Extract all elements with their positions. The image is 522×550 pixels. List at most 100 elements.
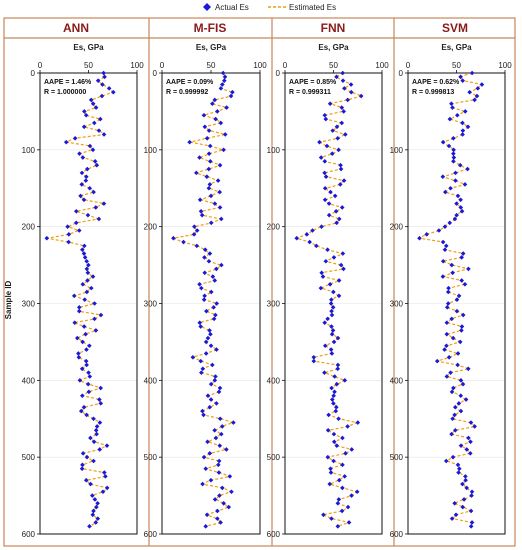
actual-point [340,435,345,441]
actual-point [458,393,464,398]
actual-point [454,201,459,206]
actual-point [460,481,465,487]
x-tick-label: 100 [253,61,267,70]
annotation-aape: AAPE = 1.46% [44,79,92,86]
actual-point [208,381,214,387]
actual-point [203,339,209,345]
actual-point [318,285,324,291]
actual-point [314,243,319,249]
actual-point [451,136,456,141]
actual-point [329,397,335,402]
actual-point [199,212,205,218]
x-axis-label: Es, GPa [318,43,349,52]
actual-point [325,316,330,322]
actual-point [460,78,465,83]
actual-point [462,281,468,287]
actual-point [451,151,456,156]
actual-point [455,462,461,468]
actual-point [455,362,460,368]
actual-point [79,182,85,187]
actual-point [460,504,466,510]
actual-point [94,504,99,510]
x-tick-label: 100 [130,61,144,70]
series-estimated-line [47,72,114,527]
actual-point [322,370,327,375]
actual-point [442,247,448,253]
y-tick-label: 500 [144,453,158,462]
actual-point [206,128,212,133]
actual-point [221,500,226,506]
actual-point [201,297,207,302]
actual-point [452,404,458,410]
actual-point [206,151,212,156]
actual-point [336,416,341,422]
actual-point [84,362,89,368]
actual-point [102,470,107,475]
actual-point [95,516,101,521]
actual-point [465,166,470,172]
actual-point [459,209,465,214]
x-axis-label: Es, GPa [73,43,104,52]
actual-point [197,281,202,287]
actual-point [458,197,463,203]
actual-point [455,112,460,118]
actual-point [450,454,456,460]
y-tick-label: 400 [22,376,36,385]
actual-point [101,70,106,76]
actual-point [331,393,336,398]
actual-point [340,78,346,83]
x-tick-label: 0 [283,61,288,70]
actual-point [475,86,481,91]
y-tick-label: 500 [390,453,404,462]
actual-point [80,462,85,468]
actual-point [342,474,347,479]
actual-point [98,401,104,406]
actual-point [75,335,80,341]
actual-point [454,212,459,218]
actual-point [474,93,480,99]
y-tick-label: 0 [276,69,281,78]
actual-point [325,454,331,460]
actual-point [334,74,339,80]
actual-point [106,86,112,91]
actual-point [85,270,91,276]
actual-point [213,312,218,318]
actual-point [328,347,334,352]
actual-point [463,477,468,483]
actual-point [335,524,341,529]
actual-point [329,151,335,156]
actual-point [204,512,210,518]
y-tick-label: 100 [267,146,281,155]
actual-point [464,485,469,491]
actual-point [334,220,339,226]
actual-point [341,178,347,183]
actual-point [98,385,103,391]
actual-point [317,139,322,145]
actual-point [206,258,212,264]
actual-point [335,366,341,372]
actual-point [459,255,464,260]
actual-point [210,101,215,107]
panel-title: SVM [442,21,468,35]
actual-point [219,424,225,429]
panel-frame [3,17,516,547]
actual-point [202,124,208,130]
actual-point [329,312,335,318]
actual-point [451,159,456,164]
actual-point [194,170,199,176]
actual-point [322,170,327,176]
actual-point [458,408,464,414]
actual-point [211,305,216,310]
y-tick-label: 0 [153,69,158,78]
actual-point [335,136,341,141]
actual-point [190,354,196,360]
actual-point [202,293,207,299]
actual-point [218,216,224,222]
actual-point [453,512,459,518]
actual-point [446,143,452,149]
y-tick-label: 600 [144,530,158,539]
y-tick-label: 0 [31,69,36,78]
actual-point [445,301,451,306]
actual-point [77,378,83,383]
actual-point [207,251,213,256]
